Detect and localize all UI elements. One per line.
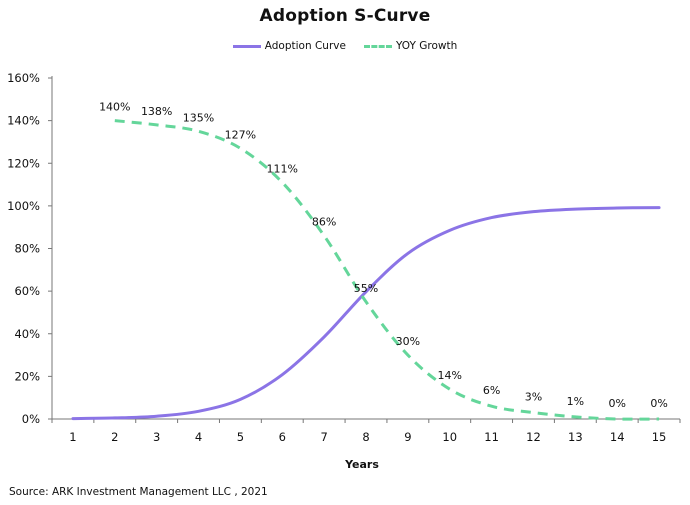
y-tick-label: 160% [7, 71, 40, 85]
y-tick-label: 20% [14, 369, 40, 383]
series-line-adoption-curve [71, 206, 661, 421]
chart-legend: Adoption Curve YOY Growth [0, 40, 690, 52]
x-tick-label: 7 [320, 430, 327, 444]
legend-item-yoy: YOY Growth [363, 40, 458, 52]
x-tick-label: 8 [362, 430, 369, 444]
x-tick-label: 1 [69, 430, 76, 444]
x-axis-title: Years [345, 458, 379, 471]
y-tick-label: 140% [7, 114, 40, 128]
x-tick-label: 3 [153, 430, 160, 444]
legend-swatch-adoption [232, 44, 261, 48]
y-tick-label: 80% [14, 242, 40, 256]
x-tick-label: 15 [652, 430, 667, 444]
series-line-yoy-growth [114, 119, 660, 421]
legend-label-adoption: Adoption Curve [264, 40, 346, 52]
y-tick-label: 60% [14, 284, 40, 298]
x-tick-label: 2 [111, 430, 118, 444]
x-tick-label: 6 [279, 430, 286, 444]
x-tick-label: 13 [568, 430, 583, 444]
data-label-yoy: 86% [312, 216, 336, 229]
data-label-yoy: 55% [354, 282, 378, 295]
y-tick-label: 120% [7, 156, 40, 170]
data-label-yoy: 6% [483, 384, 500, 397]
data-label-yoy: 140% [99, 101, 130, 114]
x-tick-label: 10 [442, 430, 457, 444]
x-tick-label: 5 [237, 430, 244, 444]
x-tick-label: 11 [484, 430, 499, 444]
x-tick-label: 4 [195, 430, 202, 444]
data-label-yoy: 3% [525, 391, 542, 404]
data-label-yoy: 14% [438, 369, 462, 382]
data-label-yoy: 0% [608, 397, 625, 410]
data-label-yoy: 127% [225, 128, 256, 141]
data-label-yoy: 135% [183, 111, 214, 124]
x-tick-label: 14 [610, 430, 625, 444]
data-label-yoy: 111% [267, 162, 298, 175]
legend-swatch-yoy [363, 44, 392, 48]
legend-item-adoption: Adoption Curve [232, 40, 346, 52]
data-label-yoy: 0% [650, 397, 667, 410]
x-tick-label: 12 [526, 430, 541, 444]
legend-label-yoy: YOY Growth [395, 40, 458, 52]
y-tick-label: 0% [22, 412, 40, 426]
y-tick-label: 40% [14, 327, 40, 341]
data-label-yoy: 1% [567, 395, 584, 408]
y-tick-label: 100% [7, 199, 40, 213]
data-label-yoy: 30% [396, 335, 420, 348]
source-note: Source: ARK Investment Management LLC , … [9, 486, 268, 498]
x-tick-label: 9 [404, 430, 411, 444]
chart-title: Adoption S-Curve [259, 6, 431, 26]
data-label-yoy: 138% [141, 105, 172, 118]
